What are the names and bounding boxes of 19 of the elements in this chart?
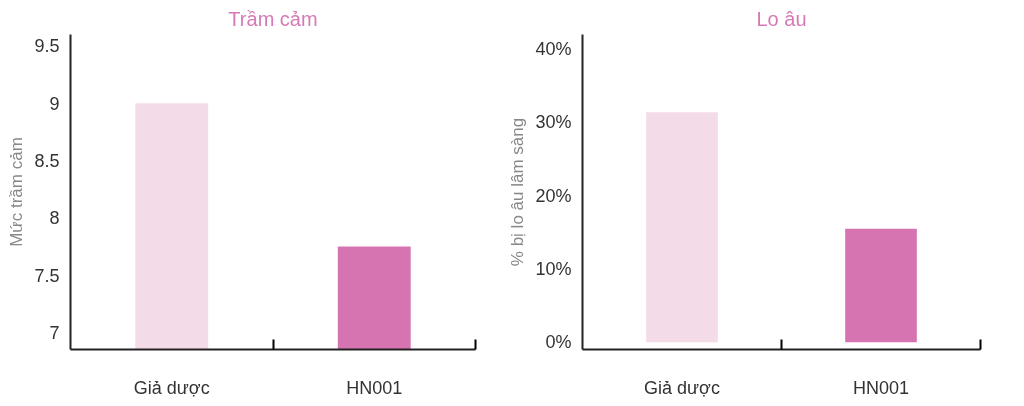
x-tick-label: Giả dược [644,377,720,398]
y-tick-label: 20% [535,185,572,206]
x-tick-label: HN001 [346,377,403,398]
y-tick-label: 40% [535,39,572,60]
y-tick-label: 8 [49,208,60,229]
y-tick-label: 30% [535,112,572,133]
y-tick-label: 7.5 [34,265,60,286]
y-tick-label: 8.5 [34,151,60,171]
x-tick-label: Giả dược [133,377,210,398]
y-axis-title: % bị lo âu lâm sàng [508,117,528,267]
chart-title: Trầm cảm [228,7,318,30]
x-tick-label: HN001 [852,377,910,398]
chart-title: Lo âu [756,7,807,30]
y-tick-label: 9 [49,93,60,114]
y-tick-label: 10% [535,258,572,279]
y-axis-title: Mức trầm cảm [7,137,27,247]
y-tick-label: 9.5 [34,36,60,57]
y-tick-label: 0% [545,332,572,353]
y-tick-label: 7 [49,322,60,343]
